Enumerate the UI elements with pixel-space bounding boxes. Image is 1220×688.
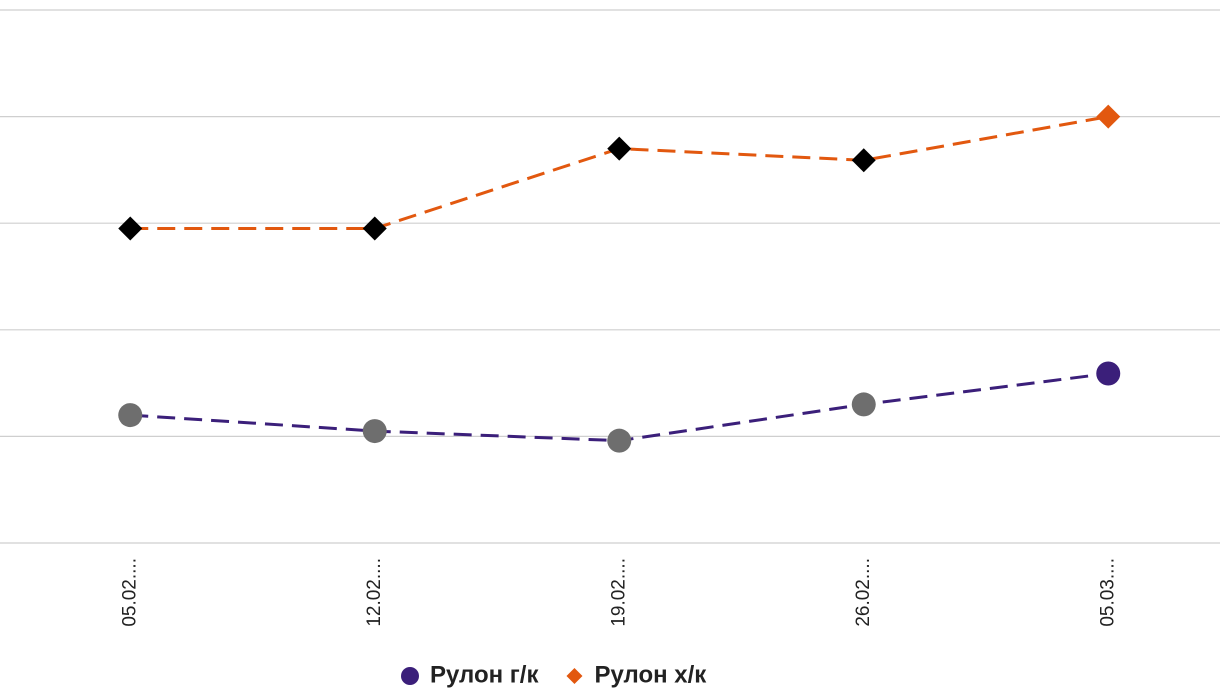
- legend-marker: [401, 667, 419, 685]
- data-point: [851, 148, 876, 173]
- data-point: [362, 419, 387, 444]
- data-point: [362, 216, 387, 241]
- x-tick-label: 26.02....: [853, 558, 874, 627]
- data-point: [118, 403, 143, 428]
- x-tick-label: 05.03....: [1097, 558, 1118, 627]
- data-point: [607, 428, 632, 453]
- legend-marker: [566, 668, 583, 684]
- legend-label: Рулон г/к: [430, 661, 539, 688]
- legend-label: Рулон х/к: [594, 661, 707, 688]
- data-point: [1096, 361, 1121, 386]
- x-tick-label: 12.02....: [364, 558, 385, 627]
- x-tick-label: 05.02....: [119, 558, 140, 627]
- data-point: [1096, 104, 1121, 129]
- data-point: [118, 216, 143, 241]
- data-point: [851, 392, 876, 417]
- series-line: [130, 115, 1109, 231]
- x-tick-label: 19.02....: [608, 558, 629, 627]
- data-point: [607, 136, 632, 161]
